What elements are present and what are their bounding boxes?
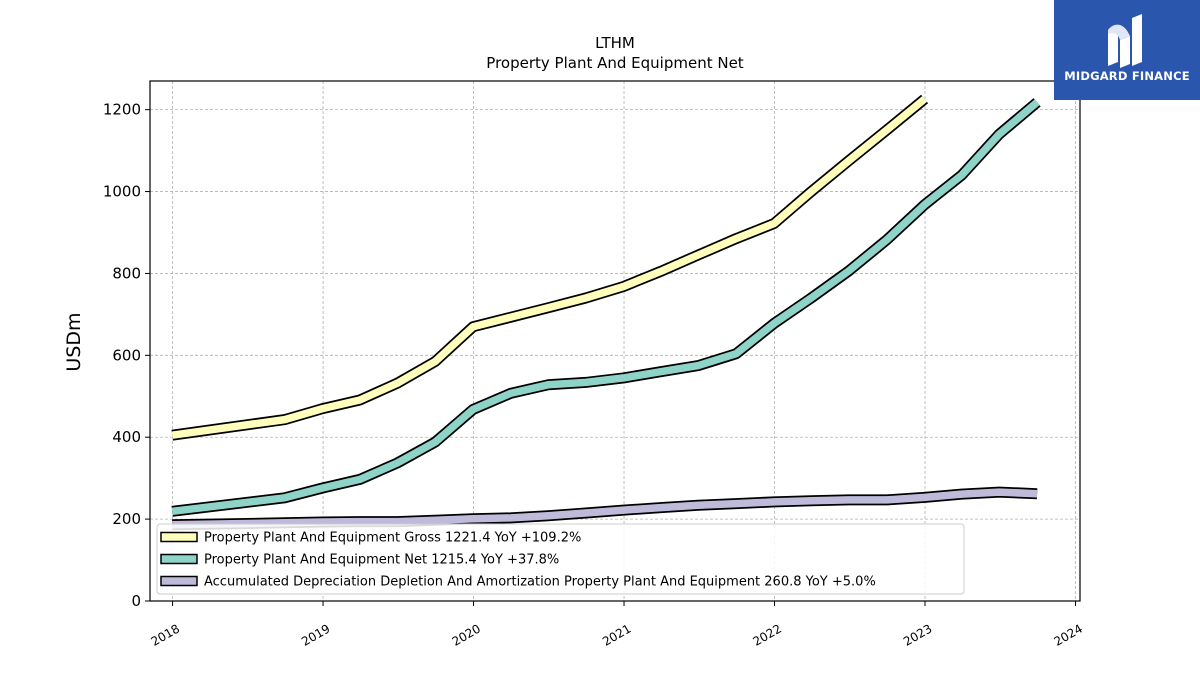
y-tick-label: 200 <box>112 510 141 528</box>
legend-label-1: Property Plant And Equipment Net 1215.4 … <box>204 553 559 568</box>
brand-name: MIDGARD FINANCE <box>1064 69 1190 83</box>
x-tick-label: 2021 <box>600 621 633 648</box>
legend-label-2: Accumulated Depreciation Depletion And A… <box>204 575 876 590</box>
x-tick-label: 2023 <box>901 621 934 648</box>
legend-label-0: Property Plant And Equipment Gross 1221.… <box>204 531 581 546</box>
x-tick-label: 2018 <box>149 621 182 648</box>
y-tick-label: 800 <box>112 264 141 282</box>
midgard-logo-icon <box>1108 14 1142 68</box>
y-tick-label: 1200 <box>103 101 141 119</box>
x-tick-label: 2024 <box>1052 621 1085 648</box>
legend-box <box>156 523 965 595</box>
legend-swatch-0 <box>160 531 198 543</box>
series-line-0 <box>171 96 927 439</box>
chart-subtitle: Property Plant And Equipment Net <box>486 54 743 72</box>
x-tick-label: 2022 <box>751 621 784 648</box>
series-line-2 <box>172 488 1038 529</box>
legend-swatch-2 <box>160 575 198 587</box>
series-outline-1 <box>171 98 1041 517</box>
y-tick-label: 600 <box>112 346 141 364</box>
legend-swatch-1 <box>160 553 198 565</box>
y-tick-label: 400 <box>112 428 141 446</box>
y-axis-label: USDm <box>63 312 85 371</box>
chart-title: LTHM <box>595 34 635 52</box>
legend: Property Plant And Equipment Gross 1221.… <box>156 523 965 595</box>
x-tick-label: 2020 <box>450 621 483 648</box>
plot-frame <box>149 80 1081 602</box>
axes: 0 200 400 600 800 1000 1200 2018 2019 2020 2021 202… <box>103 101 1085 649</box>
y-tick-label: 0 <box>131 592 141 610</box>
series-line-1 <box>171 99 1040 516</box>
brand-logo: MIDGARD FINANCE <box>1054 0 1200 100</box>
x-tick-label: 2019 <box>299 621 332 648</box>
y-tick-label: 1000 <box>103 183 141 201</box>
series-lines <box>171 94 1041 531</box>
